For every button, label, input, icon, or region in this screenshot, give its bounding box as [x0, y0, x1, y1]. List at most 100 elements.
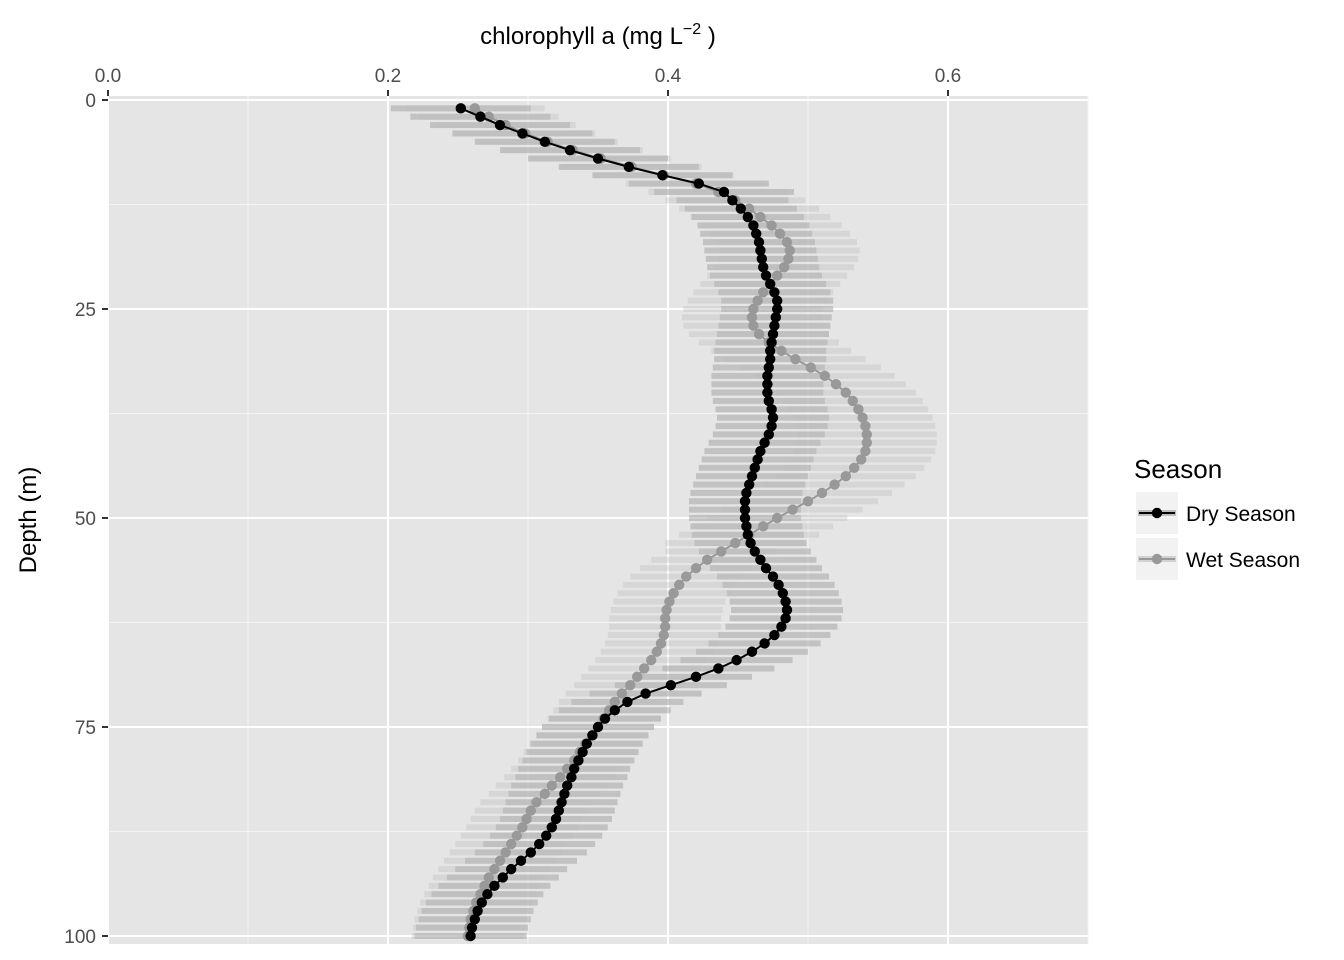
data-point	[506, 838, 517, 850]
data-point	[787, 504, 798, 515]
data-point	[805, 362, 816, 373]
data-point	[661, 604, 672, 616]
data-point	[755, 211, 766, 223]
data-point	[546, 822, 557, 833]
data-point	[766, 337, 777, 348]
data-point	[622, 696, 633, 708]
data-point	[779, 262, 790, 273]
data-point	[830, 379, 842, 390]
data-point	[646, 654, 657, 666]
data-point	[767, 571, 779, 582]
data-point	[751, 228, 762, 239]
legend-key-point	[1151, 553, 1163, 565]
x-axis: 0.0 0.2 0.4 0.6	[95, 66, 961, 96]
data-point	[739, 512, 751, 524]
data-point	[664, 596, 675, 607]
data-point	[748, 320, 759, 331]
data-point	[651, 646, 662, 657]
data-point	[469, 914, 480, 925]
data-point	[731, 654, 742, 666]
data-point	[690, 671, 702, 683]
data-point	[742, 211, 753, 223]
data-point	[767, 328, 779, 340]
data-point	[727, 195, 738, 206]
data-point	[781, 236, 793, 248]
data-point	[762, 370, 773, 382]
x-tick-label: 0.4	[655, 66, 682, 87]
data-point	[525, 847, 536, 858]
data-point	[655, 638, 667, 649]
data-point	[455, 103, 466, 114]
data-point	[555, 771, 566, 783]
x-tick-label: 0.2	[375, 66, 401, 87]
data-point	[840, 471, 851, 482]
data-point	[849, 462, 860, 474]
data-point	[755, 245, 766, 256]
y-tick-label: 25	[75, 300, 96, 321]
data-point	[517, 822, 528, 833]
data-point	[774, 228, 786, 239]
y-tick-label: 100	[64, 927, 96, 948]
data-point	[599, 713, 611, 724]
data-point	[592, 153, 604, 164]
x-axis-title: chlorophyll a (mg L−2 )	[480, 21, 716, 50]
data-point	[766, 420, 777, 432]
data-point	[776, 345, 787, 356]
plot-panel	[107, 96, 1089, 944]
data-point	[802, 496, 814, 507]
data-point	[739, 496, 751, 507]
data-point	[665, 680, 676, 691]
legend-item: Dry Season	[1136, 492, 1296, 534]
data-point	[759, 638, 770, 649]
data-point	[556, 797, 567, 808]
data-point	[758, 287, 769, 298]
data-point	[713, 663, 724, 674]
data-point	[494, 119, 506, 131]
data-point	[752, 454, 763, 465]
data-point	[668, 588, 679, 599]
data-point	[753, 328, 765, 340]
data-point	[760, 562, 772, 574]
data-point	[781, 604, 793, 616]
data-point	[861, 437, 872, 448]
data-point	[465, 930, 476, 942]
data-point	[546, 780, 557, 791]
data-point	[780, 596, 791, 607]
data-point	[521, 813, 532, 825]
data-point	[469, 103, 480, 114]
data-point	[765, 278, 776, 290]
data-point	[511, 830, 522, 841]
data-point	[506, 863, 517, 875]
data-point	[748, 303, 759, 315]
data-point	[739, 504, 751, 515]
data-point	[660, 613, 671, 624]
data-point	[531, 797, 542, 808]
data-point	[765, 353, 776, 365]
data-point	[609, 705, 620, 716]
data-point	[660, 621, 671, 632]
data-point	[769, 287, 780, 298]
data-point	[763, 395, 774, 407]
data-point	[758, 262, 769, 273]
data-point	[772, 295, 783, 306]
y-tick-label: 0	[85, 91, 96, 112]
data-point	[592, 721, 604, 733]
data-point	[534, 838, 545, 850]
data-point	[772, 270, 783, 281]
panel-background	[108, 96, 1088, 944]
data-point	[744, 203, 755, 214]
data-point	[766, 220, 777, 231]
data-point	[489, 880, 500, 892]
data-point	[553, 805, 564, 816]
legend-label: Wet Season	[1186, 549, 1300, 572]
data-point	[752, 295, 763, 306]
data-point	[756, 253, 767, 265]
data-point	[564, 144, 576, 156]
data-point	[857, 412, 868, 423]
data-point	[472, 905, 483, 917]
data-point	[569, 763, 580, 774]
data-point	[860, 445, 871, 457]
data-point	[769, 629, 780, 641]
data-point	[539, 136, 550, 147]
